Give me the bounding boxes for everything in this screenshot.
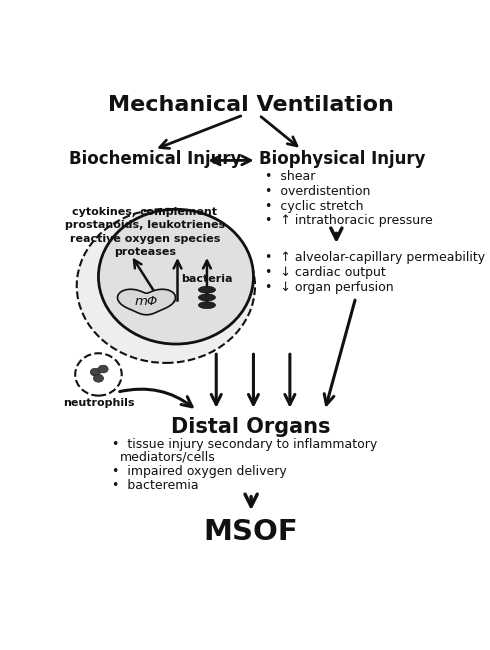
Ellipse shape bbox=[198, 286, 216, 293]
Text: •  ↑ alveolar-capillary permeability: • ↑ alveolar-capillary permeability bbox=[265, 252, 485, 265]
Text: •  ↓ cardiac output: • ↓ cardiac output bbox=[265, 266, 386, 279]
Text: •  shear: • shear bbox=[265, 170, 316, 183]
Text: •  bacteremia: • bacteremia bbox=[112, 479, 198, 492]
Ellipse shape bbox=[94, 374, 103, 382]
Text: •  cyclic stretch: • cyclic stretch bbox=[265, 200, 364, 213]
Text: •  ↓ organ perfusion: • ↓ organ perfusion bbox=[265, 281, 393, 294]
Ellipse shape bbox=[77, 209, 255, 363]
Ellipse shape bbox=[75, 354, 122, 396]
Text: proteases: proteases bbox=[114, 246, 176, 257]
Text: Biophysical Injury: Biophysical Injury bbox=[259, 150, 425, 168]
Text: •  ↑ intrathoracic pressure: • ↑ intrathoracic pressure bbox=[265, 214, 433, 227]
Ellipse shape bbox=[98, 365, 108, 373]
Text: reactive oxygen species: reactive oxygen species bbox=[70, 233, 220, 244]
Text: •  impaired oxygen delivery: • impaired oxygen delivery bbox=[112, 465, 286, 478]
Ellipse shape bbox=[198, 302, 216, 309]
Text: mΦ: mΦ bbox=[135, 295, 158, 308]
Text: •  overdistention: • overdistention bbox=[265, 185, 370, 198]
Ellipse shape bbox=[98, 209, 253, 344]
Text: prostanoids, leukotrienes: prostanoids, leukotrienes bbox=[65, 220, 225, 231]
Text: Biochemical Injury: Biochemical Injury bbox=[69, 150, 242, 168]
Ellipse shape bbox=[90, 369, 100, 376]
Text: mediators/cells: mediators/cells bbox=[120, 450, 215, 463]
Text: Distal Organs: Distal Organs bbox=[172, 417, 331, 437]
Polygon shape bbox=[118, 289, 175, 315]
Ellipse shape bbox=[198, 294, 216, 301]
Text: neutrophils: neutrophils bbox=[63, 398, 134, 408]
Text: bacteria: bacteria bbox=[181, 274, 233, 284]
Text: Mechanical Ventilation: Mechanical Ventilation bbox=[108, 95, 394, 115]
Text: cytokines, complement: cytokines, complement bbox=[73, 207, 218, 217]
Text: MSOF: MSOF bbox=[204, 519, 298, 547]
Text: •  tissue injury secondary to inflammatory: • tissue injury secondary to inflammator… bbox=[112, 438, 377, 451]
